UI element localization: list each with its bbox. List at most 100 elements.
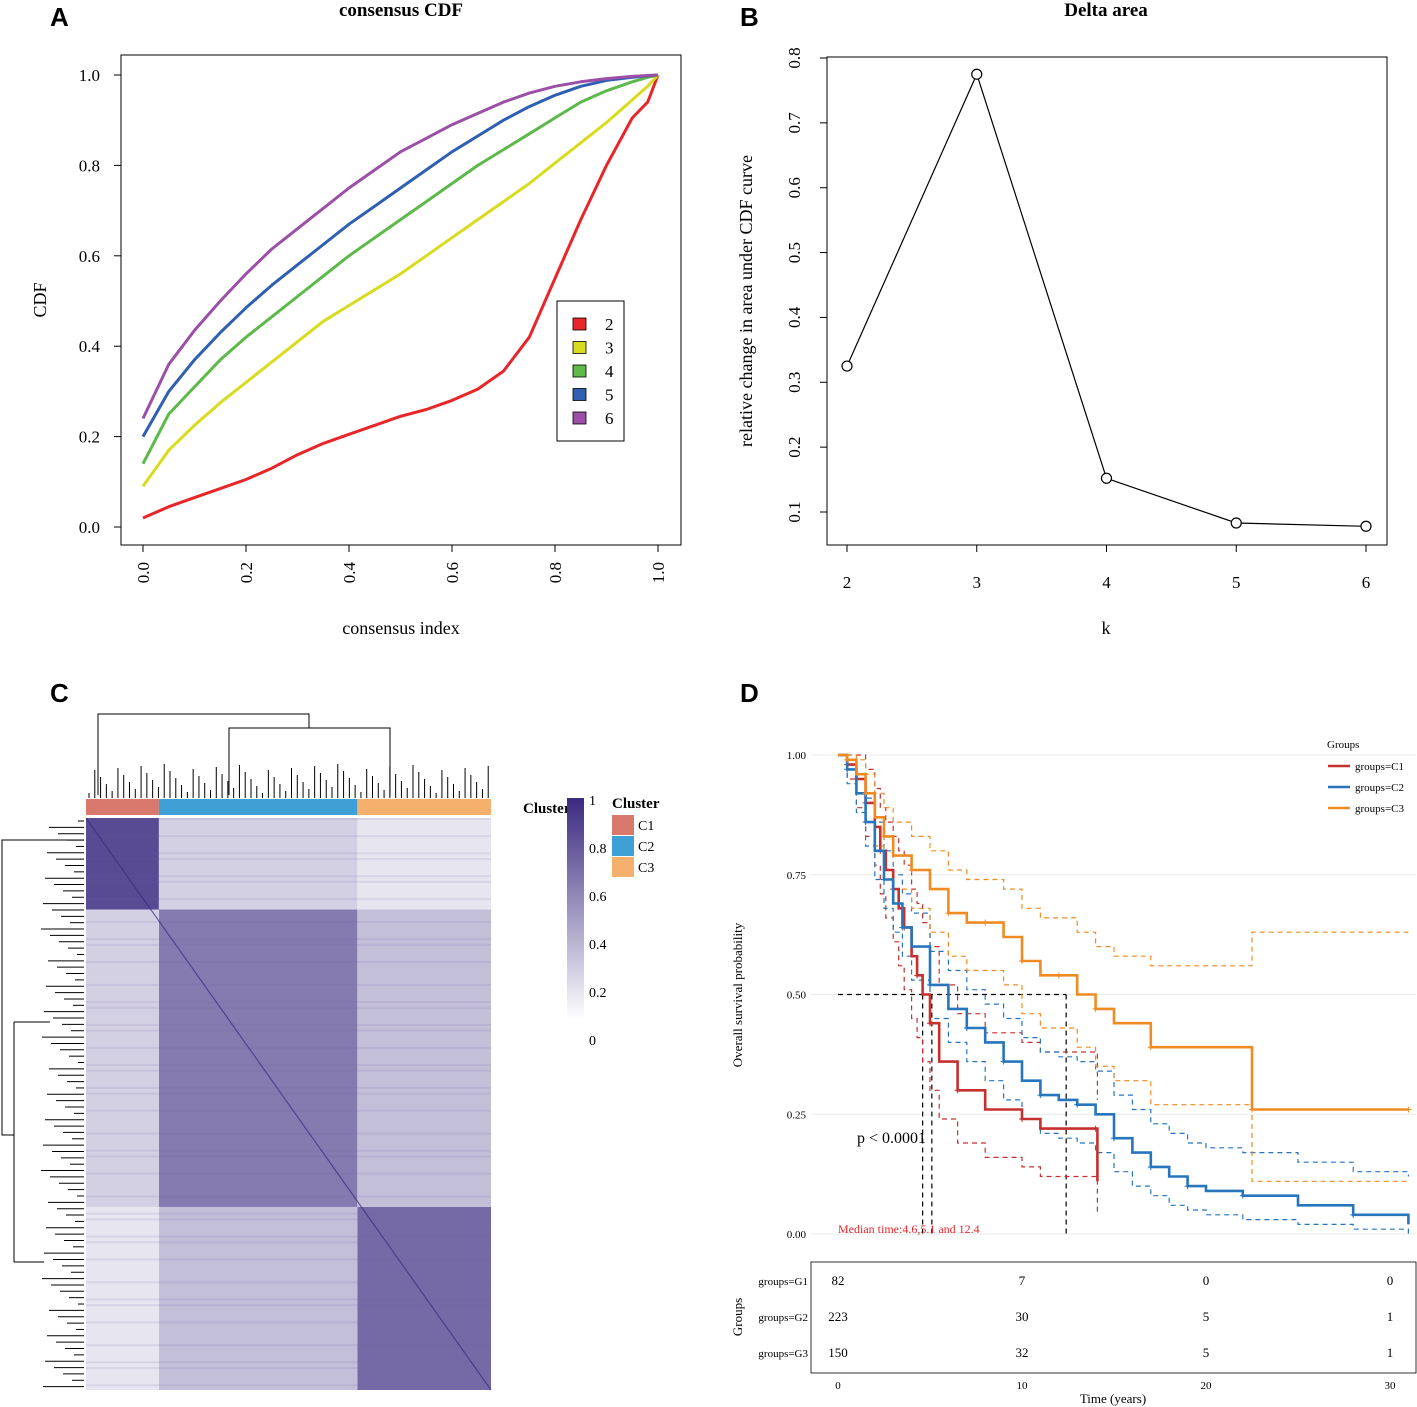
c-heatmap-stripe	[86, 1029, 491, 1032]
d-curve-groups=C3	[838, 753, 1409, 1111]
panel-c-cluster-bar-label: Cluster	[523, 801, 571, 817]
panel-b-x-ticks: 2 3 4 5 6	[843, 545, 1370, 592]
d-risk-count: 5	[1203, 1345, 1210, 1360]
b-ytick-label: 0.2	[785, 437, 804, 458]
c-heatmap-stripe	[86, 938, 491, 941]
c-heatmap-stripe	[86, 1321, 491, 1324]
panel-c: C Cluster 1 0.8 0.6 0.4 0.2 0 Cluster C1 C2 C3	[1, 678, 660, 1391]
d-curve-groups=C2	[838, 753, 1410, 1225]
b-data-point	[1230, 517, 1242, 529]
d-ci-lower-groups=C2	[838, 754, 1409, 1234]
panel-b-x-label: k	[1102, 618, 1111, 638]
d-risk-count: 32	[1016, 1345, 1029, 1360]
d-censor-mark-groups=C3	[1249, 1106, 1255, 1113]
c-top-dendro-branches	[97, 713, 391, 795]
c-heatmap-stripe	[86, 875, 491, 878]
d-censor-mark-groups=C3	[1055, 972, 1062, 979]
c-heatmap-block	[357, 909, 491, 1207]
panel-d-risk-table-frame	[810, 1261, 1417, 1374]
d-ytick-label: 0.50	[787, 990, 807, 1002]
c-legend-label-C3: C3	[638, 861, 654, 876]
b-ytick-label: 0.7	[785, 112, 804, 134]
d-censor-mark-groups=C3	[1019, 957, 1025, 964]
d-censor-mark-groups=C2	[1350, 1211, 1357, 1218]
c-colorbar-tick-label: 1	[589, 794, 596, 809]
b-ytick-label: 0.1	[785, 501, 804, 522]
panel-b: B Delta area 0.1 0.2 0.3 0.4 0.5 0.6 0.7 0.8 2 3…	[736, 0, 1388, 638]
panel-a-label: A	[50, 2, 69, 32]
panel-b-y-label: relative change in area under CDF curve	[736, 155, 756, 447]
d-censor-mark-groups=C2	[899, 924, 906, 931]
c-heatmap-block	[158, 818, 358, 910]
a-series-line-2	[142, 74, 660, 520]
d-ytick-label: 0.00	[787, 1229, 807, 1241]
d-xtick-label: 20	[1201, 1380, 1213, 1392]
d-xtick-label: 30	[1385, 1380, 1397, 1392]
d-ci-upper-groups=C1	[838, 754, 1098, 1100]
c-heatmap-stripe	[86, 880, 491, 883]
c-heatmap-stripe	[86, 1086, 491, 1089]
d-censor-mark-groups=C2	[1111, 1135, 1117, 1142]
c-heatmap-stripe	[86, 1281, 491, 1284]
c-legend-swatch-C3	[612, 857, 634, 877]
d-xtick-label: 10	[1017, 1380, 1029, 1392]
c-heatmap-stripe	[86, 858, 491, 861]
panel-c-cluster-bar	[86, 799, 491, 815]
d-censor-mark-groups=C2	[881, 876, 887, 883]
panel-a-plot-frame	[120, 54, 682, 546]
c-heatmap-stripe	[86, 1195, 491, 1198]
a-legend-label-4: 4	[605, 362, 614, 381]
a-series-line-6	[141, 73, 659, 420]
c-legend-label-C1: C1	[638, 819, 654, 834]
panel-c-legend-title: Cluster	[612, 796, 660, 812]
a-legend-swatch-5	[572, 388, 587, 401]
panel-a-x-label: consensus index	[342, 618, 459, 638]
a-legend-swatch-4	[572, 364, 587, 378]
c-heatmap-block	[86, 818, 159, 910]
a-legend-swatch-6	[572, 411, 587, 425]
panel-d-y-label: Overall survival probability	[730, 922, 745, 1067]
a-ytick-label: 1.0	[79, 66, 100, 85]
c-heatmap-stripe	[86, 1367, 491, 1370]
d-censor-mark-groups=C2	[844, 766, 851, 773]
c-heatmap-stripe	[86, 1023, 491, 1026]
a-xtick-label: 0.8	[546, 562, 565, 583]
d-risk-count: 7	[1019, 1273, 1026, 1288]
d-censor-mark-groups=C2	[1074, 1101, 1081, 1108]
panel-c-colorbar	[567, 798, 584, 1020]
c-heatmap-stripe	[86, 1155, 491, 1158]
d-censor-mark-groups=C3	[982, 919, 989, 926]
d-xtick-label: 0	[835, 1380, 841, 1392]
d-censor-mark-groups=C2	[963, 1025, 970, 1032]
d-censor-mark-groups=C2	[1037, 1092, 1044, 1099]
panel-d-y-ticks: 0.00 0.25 0.50 0.75 1.00	[787, 750, 807, 1241]
a-xtick-label: 0.0	[134, 562, 153, 583]
a-xtick-label: 1.0	[649, 562, 668, 583]
d-censor-mark-groups=C2	[862, 819, 869, 826]
a-ytick-label: 0.6	[79, 247, 100, 266]
c-heatmap-stripe	[86, 1218, 491, 1221]
panel-d-x-ticks: 0 10 20 30	[835, 1380, 1396, 1392]
d-ci-lower-groups=C1	[838, 754, 1098, 1215]
b-data-point	[971, 68, 983, 80]
panel-d-median-lines	[838, 993, 1067, 1234]
d-ci-upper-groups=C2	[838, 754, 1409, 1177]
b-ytick-label: 0.3	[785, 372, 804, 393]
d-legend-label-groups=C2: groups=C2	[1355, 782, 1404, 794]
c-heatmap-stripe	[86, 1384, 491, 1387]
d-censor-mark-groups=C3	[1405, 1106, 1412, 1113]
d-censor-mark-groups=C2	[1239, 1192, 1246, 1199]
panel-a-title: consensus CDF	[339, 0, 463, 21]
panel-a: A consensus CDF 0.00.20.40.60.81.0 0.0 0.…	[30, 0, 682, 638]
c-cluster-bar-C2	[158, 799, 358, 815]
panel-d: D 0.00 0.25 0.50 0.75 1.00 Overall survival …	[730, 678, 1417, 1406]
b-data-point	[841, 360, 853, 372]
a-ytick-label: 0.8	[79, 156, 100, 175]
d-risk-row-label: groups=G1	[758, 1276, 808, 1288]
a-ytick-label: 0.4	[79, 337, 101, 356]
c-heatmap-block	[158, 1206, 358, 1390]
c-heatmap-stripe	[86, 1046, 491, 1049]
b-xtick-label: 3	[973, 573, 982, 592]
panel-d-median-text: Median time:4.6,5.1 and 12.4	[838, 1222, 980, 1236]
c-heatmap-block	[158, 909, 358, 1207]
